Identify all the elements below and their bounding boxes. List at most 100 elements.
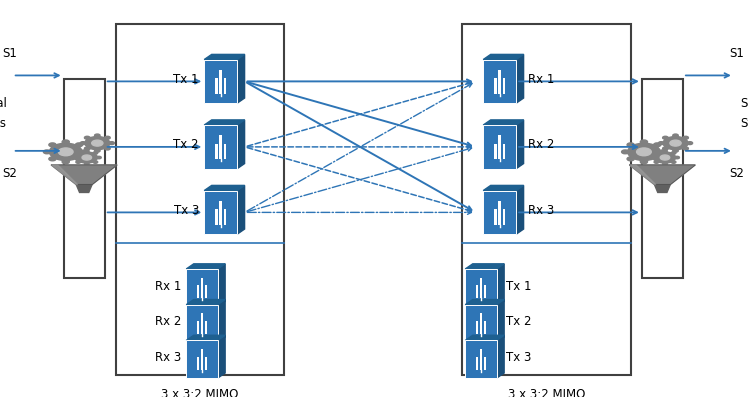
Bar <box>494 144 497 159</box>
Circle shape <box>659 150 666 154</box>
Text: Rx 1: Rx 1 <box>155 280 181 293</box>
Polygon shape <box>483 120 524 125</box>
Polygon shape <box>218 335 225 378</box>
Text: Spatial: Spatial <box>0 97 7 110</box>
Bar <box>200 278 203 299</box>
Circle shape <box>663 136 668 139</box>
Bar <box>186 305 218 342</box>
Bar <box>204 191 237 234</box>
Circle shape <box>80 142 86 145</box>
Bar <box>200 349 203 370</box>
Bar <box>224 209 226 225</box>
Bar <box>494 78 497 94</box>
Bar <box>483 60 516 103</box>
Circle shape <box>663 150 667 152</box>
Bar <box>219 200 222 225</box>
Circle shape <box>622 150 629 154</box>
Polygon shape <box>237 54 245 103</box>
Circle shape <box>94 134 100 137</box>
Circle shape <box>92 140 103 146</box>
Circle shape <box>82 155 91 160</box>
Circle shape <box>85 137 110 150</box>
Text: 3 x 3:2 MIMO: 3 x 3:2 MIMO <box>508 388 585 397</box>
Circle shape <box>663 147 668 150</box>
Text: Rx 3: Rx 3 <box>155 351 181 364</box>
Bar <box>479 349 482 370</box>
Circle shape <box>85 150 89 152</box>
Bar <box>204 60 237 103</box>
Polygon shape <box>465 264 504 269</box>
Circle shape <box>85 163 89 165</box>
Circle shape <box>109 142 114 145</box>
Bar <box>224 78 226 94</box>
Polygon shape <box>629 165 695 185</box>
Circle shape <box>658 142 664 145</box>
Text: Tx 2: Tx 2 <box>506 316 531 328</box>
Polygon shape <box>204 185 245 191</box>
Circle shape <box>105 147 110 150</box>
Circle shape <box>49 143 82 160</box>
Polygon shape <box>465 335 504 340</box>
Bar <box>219 69 222 94</box>
Circle shape <box>81 150 88 154</box>
Text: S2: S2 <box>729 167 744 180</box>
Bar <box>483 125 516 169</box>
Bar <box>205 285 207 299</box>
Bar <box>215 209 218 225</box>
Text: Tx 2: Tx 2 <box>174 139 199 151</box>
Bar <box>465 305 497 342</box>
Text: Streams: Streams <box>740 117 748 129</box>
Text: Tx 3: Tx 3 <box>174 204 199 217</box>
Circle shape <box>85 136 90 139</box>
Circle shape <box>660 155 669 160</box>
Bar <box>197 285 199 299</box>
Circle shape <box>687 142 693 145</box>
Circle shape <box>672 149 678 152</box>
Circle shape <box>76 152 97 163</box>
Circle shape <box>675 156 679 159</box>
Text: S1: S1 <box>2 46 17 60</box>
Circle shape <box>654 161 659 163</box>
Circle shape <box>76 161 81 163</box>
Circle shape <box>683 136 688 139</box>
Bar <box>476 321 478 334</box>
Polygon shape <box>51 165 117 185</box>
Bar <box>498 135 501 159</box>
Circle shape <box>627 143 634 147</box>
Text: Rx 2: Rx 2 <box>155 316 181 328</box>
Bar <box>197 357 199 370</box>
Bar <box>479 278 482 299</box>
Circle shape <box>62 140 70 144</box>
Circle shape <box>76 143 82 147</box>
Circle shape <box>628 143 660 160</box>
Circle shape <box>105 136 110 139</box>
Polygon shape <box>218 264 225 306</box>
Polygon shape <box>186 299 225 305</box>
Circle shape <box>654 157 660 161</box>
Bar <box>498 200 501 225</box>
Text: Tx 1: Tx 1 <box>174 73 199 86</box>
Polygon shape <box>497 335 504 378</box>
Bar <box>116 24 284 375</box>
Text: 3 x 3:2 MIMO: 3 x 3:2 MIMO <box>162 388 239 397</box>
Circle shape <box>663 163 667 165</box>
Bar <box>219 135 222 159</box>
Circle shape <box>49 157 56 161</box>
Polygon shape <box>51 165 78 185</box>
Circle shape <box>671 161 676 163</box>
Circle shape <box>76 152 81 154</box>
Circle shape <box>62 160 70 164</box>
Circle shape <box>85 147 90 150</box>
Bar <box>64 79 105 278</box>
Circle shape <box>94 149 100 152</box>
Polygon shape <box>237 185 245 234</box>
Bar <box>498 69 501 94</box>
Bar <box>462 24 631 375</box>
Bar <box>465 340 497 378</box>
Text: S2: S2 <box>2 167 17 180</box>
Circle shape <box>93 161 98 163</box>
Bar <box>197 321 199 334</box>
Polygon shape <box>465 299 504 305</box>
Circle shape <box>654 152 659 154</box>
Bar <box>186 269 218 306</box>
